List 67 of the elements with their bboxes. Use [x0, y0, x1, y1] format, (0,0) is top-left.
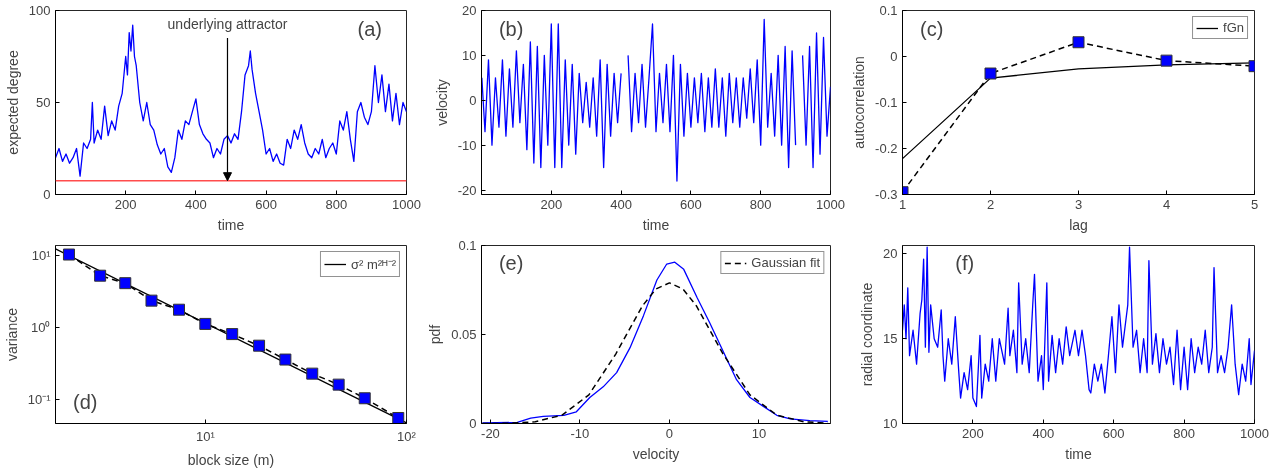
y-axis-title: expected degree — [4, 50, 21, 155]
y-tick-label: 20 — [883, 246, 898, 262]
x-tick-label: 5 — [1250, 196, 1259, 212]
legend-label: σ² m²ᴴ⁻² — [350, 256, 396, 273]
x-tick-label: 2 — [986, 196, 995, 212]
x-tick-label: 10 — [751, 425, 767, 441]
y-tick-label: 10¹ — [31, 247, 52, 263]
x-tick-label: -20 — [481, 425, 500, 441]
x-tick-label: 400 — [1032, 425, 1055, 441]
y-tick-label: 0.1 — [458, 238, 477, 253]
y-tick-label: -0.2 — [875, 141, 898, 156]
x-tick-label: 1000 — [816, 196, 845, 212]
legend-label: fGn — [1223, 20, 1244, 35]
annotation: underlying attractor — [167, 16, 288, 33]
y-axis-title: variance — [3, 307, 20, 361]
x-tick-label: 1000 — [1240, 425, 1269, 441]
x-tick-label: 400 — [185, 196, 207, 212]
x-axis-title: time — [217, 216, 245, 233]
annotation: (d) — [73, 391, 98, 414]
x-tick-label: 4 — [1162, 196, 1171, 212]
legend-label: Gaussian fit — [751, 255, 820, 270]
annotation: (e) — [498, 252, 524, 275]
y-tick-label: -10 — [457, 137, 477, 153]
y-tick-label: 0.05 — [451, 327, 477, 342]
x-axis-title: time — [642, 216, 670, 233]
x-tick-label: 10² — [397, 428, 417, 444]
y-axis-title: radial coordinate — [859, 282, 876, 387]
x-tick-label: 200 — [962, 425, 984, 441]
annotation: (b) — [498, 17, 524, 40]
annotation: (a) — [357, 17, 382, 40]
x-tick-label: 1000 — [392, 196, 421, 212]
x-axis-title: block size (m) — [187, 451, 275, 468]
y-tick-label: 100 — [28, 3, 51, 18]
x-axis-title: velocity — [632, 445, 680, 462]
y-tick-label: -0.3 — [875, 187, 898, 202]
annotation: (c) — [920, 17, 944, 40]
y-tick-label: -20 — [457, 182, 477, 198]
x-tick-label: 600 — [1102, 425, 1125, 441]
y-tick-label: 10⁰ — [31, 319, 51, 335]
x-tick-label: 600 — [680, 196, 702, 212]
y-tick-label: 10 — [462, 47, 477, 63]
y-tick-label: 20 — [462, 3, 477, 18]
y-tick-label: 0 — [469, 92, 477, 108]
y-tick-label: 0 — [890, 49, 898, 64]
x-tick-label: 200 — [540, 196, 563, 212]
x-tick-label: 800 — [1173, 425, 1195, 441]
y-tick-label: 50 — [36, 95, 51, 110]
y-axis-title: pdf — [427, 324, 444, 345]
x-tick-label: 0 — [665, 425, 674, 441]
y-tick-label: 15 — [883, 331, 898, 347]
x-tick-label: 600 — [255, 196, 277, 212]
x-tick-label: 200 — [114, 196, 137, 212]
x-tick-label: 800 — [325, 196, 348, 212]
y-axis-title: velocity — [433, 79, 450, 126]
y-tick-label: 10⁻¹ — [27, 392, 52, 408]
x-tick-label: 400 — [610, 196, 632, 212]
y-tick-label: 0.1 — [879, 3, 898, 18]
x-tick-label: 800 — [749, 196, 772, 212]
x-tick-label: 3 — [1074, 196, 1083, 212]
x-tick-label: 10¹ — [195, 428, 216, 444]
y-axis-title: autocorrelation — [851, 56, 868, 149]
annotation: (f) — [955, 252, 975, 275]
y-tick-label: -0.1 — [875, 95, 898, 110]
x-axis-title: lag — [1069, 216, 1088, 233]
x-tick-label: -10 — [570, 425, 590, 441]
x-tick-label: 1 — [898, 196, 907, 212]
x-axis-title: time — [1065, 445, 1092, 462]
